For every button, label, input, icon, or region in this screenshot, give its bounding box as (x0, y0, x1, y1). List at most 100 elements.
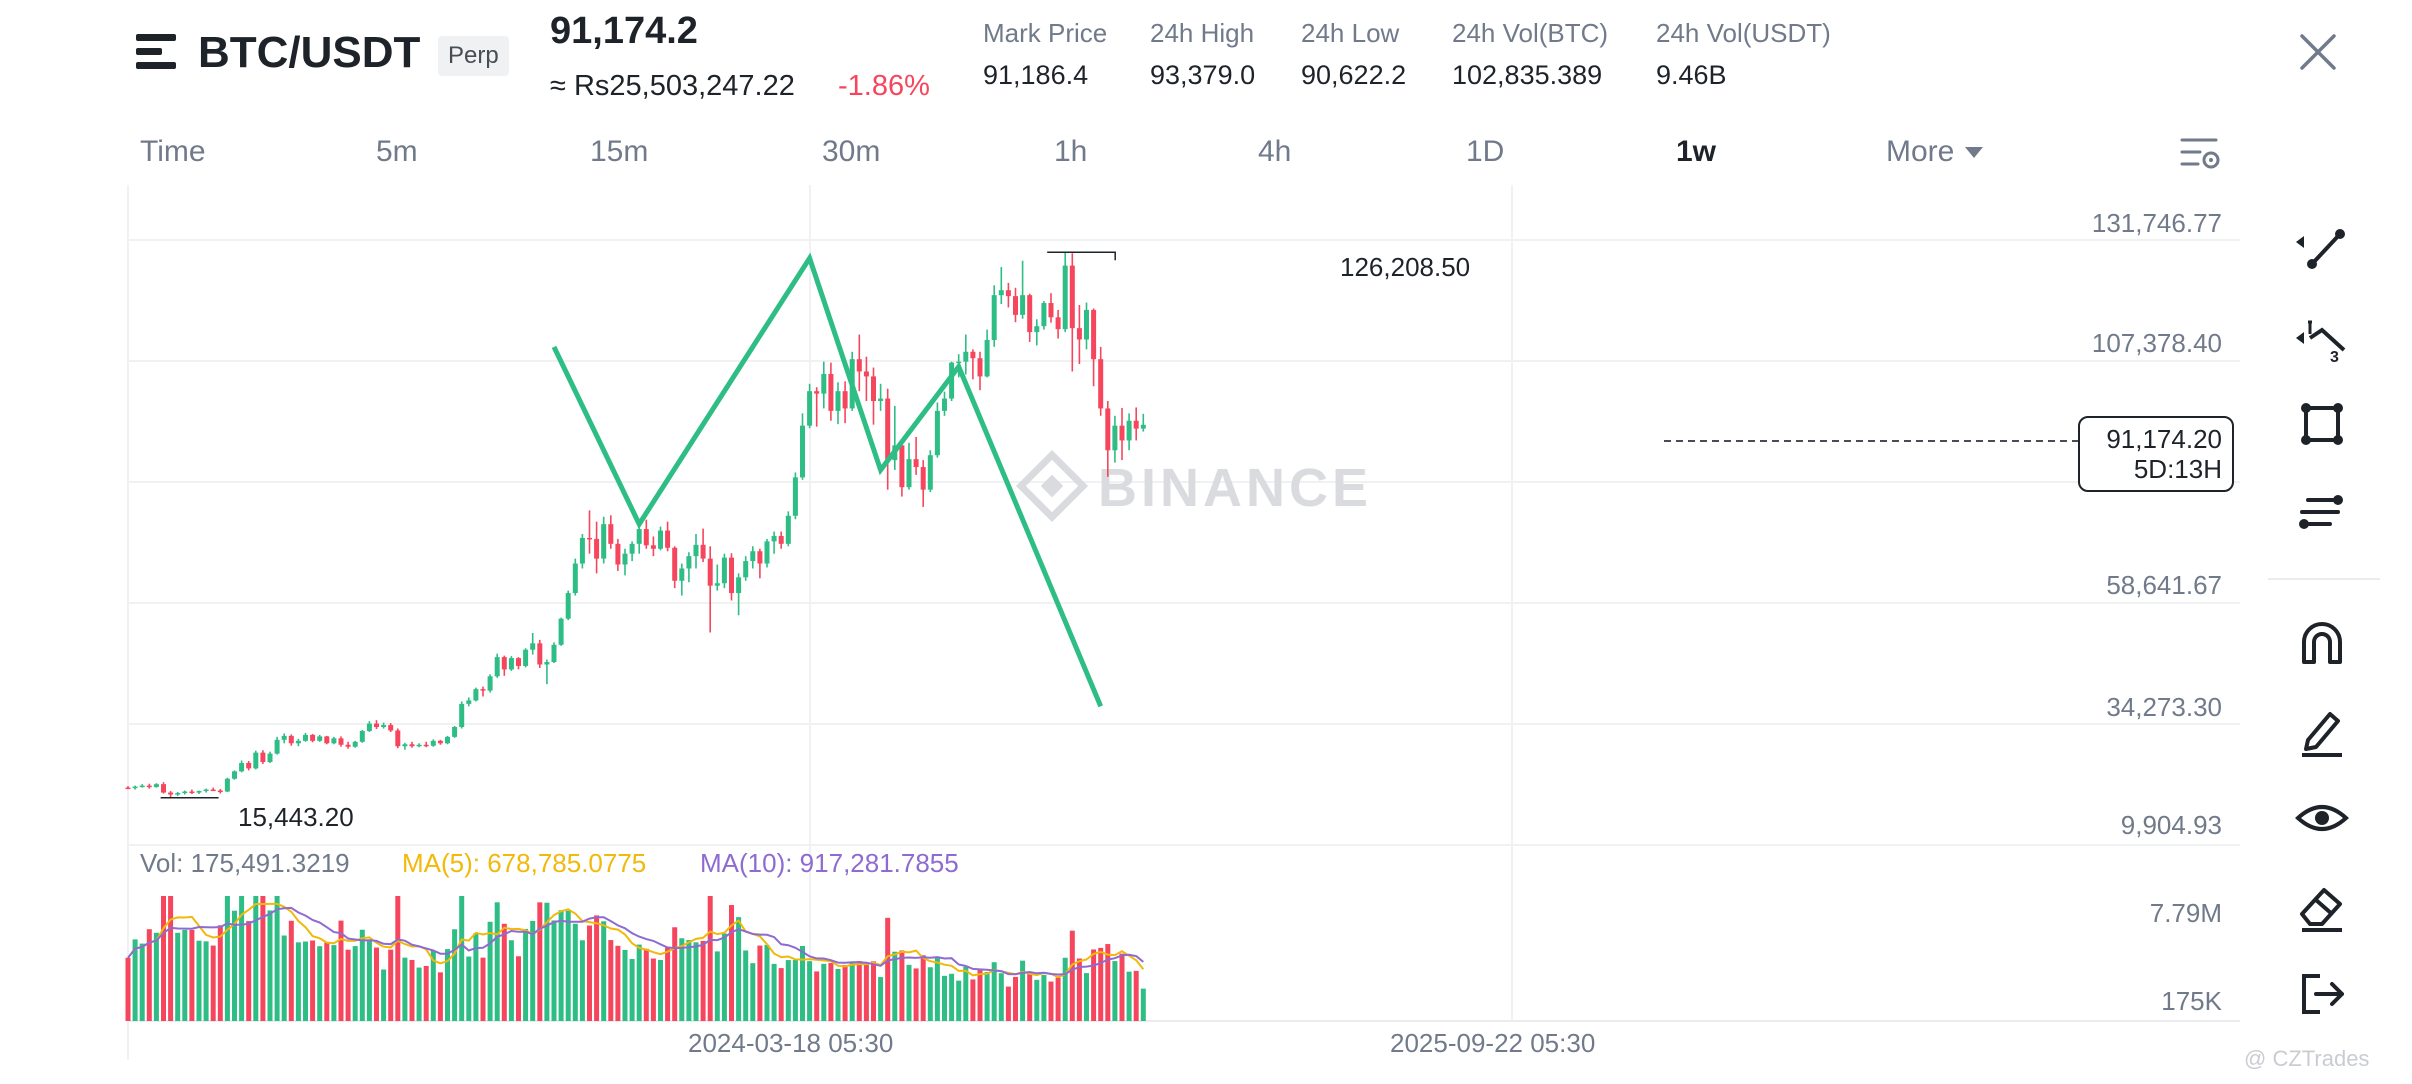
candle-body (927, 455, 933, 490)
candle-body (594, 538, 600, 559)
volume-bar (210, 945, 216, 1021)
volume-bar (246, 921, 252, 1021)
exit-icon[interactable] (2292, 964, 2352, 1024)
volume-legend: Vol: 175,491.3219 (140, 848, 350, 878)
volume-bar (288, 920, 294, 1021)
trend-line-icon[interactable] (2292, 218, 2352, 278)
stat-24h-low-value: 90,622.2 (1301, 60, 1407, 90)
volume-bar (494, 902, 500, 1021)
stat-24h-high-label: 24h High (1150, 18, 1255, 48)
chart-settings-icon[interactable] (2178, 130, 2222, 174)
candle-body (821, 373, 827, 394)
volume-bar (849, 962, 855, 1021)
candle-body (1105, 408, 1111, 451)
candle-body (1076, 328, 1082, 340)
candle-body (878, 398, 884, 402)
tab-30m[interactable]: 30m (822, 135, 881, 168)
tab-1d[interactable]: 1D (1466, 135, 1505, 168)
indicator-list-icon[interactable] (2292, 482, 2352, 542)
candle-body (771, 535, 777, 542)
candle-body (1041, 303, 1047, 327)
candle-body (494, 657, 500, 677)
tab-4h[interactable]: 4h (1258, 135, 1292, 168)
volume-bar (963, 966, 969, 1021)
candle-body (977, 358, 983, 377)
candle-body (906, 459, 912, 488)
volume-bar (1069, 930, 1075, 1021)
candle-body (658, 530, 663, 549)
volume-bar (579, 940, 585, 1021)
stat-24h-high-value: 93,379.0 (1150, 60, 1256, 90)
menu-icon[interactable] (134, 28, 182, 76)
candle-body (487, 676, 493, 691)
tab-15m[interactable]: 15m (590, 135, 649, 168)
volume-bar (487, 921, 493, 1021)
candle-body (1005, 290, 1011, 297)
volume-bar (260, 896, 266, 1021)
candle-body (565, 593, 571, 619)
volume-bar (274, 896, 280, 1021)
ma10-legend: MA(10): 917,281.7855 (700, 848, 959, 878)
caret-down-icon (1965, 147, 1984, 158)
tab-more[interactable]: More (1886, 135, 1984, 169)
tab-time[interactable]: Time (140, 135, 206, 168)
candle-body (175, 793, 181, 795)
volume-bar (1133, 970, 1139, 1021)
candle-body (807, 391, 813, 426)
candle-body (721, 557, 727, 584)
fib-icon[interactable]: 3 (2292, 306, 2352, 366)
volume-bar (594, 915, 600, 1021)
candle-body (125, 787, 131, 790)
candle-body (388, 725, 394, 731)
tab-1h[interactable]: 1h (1054, 135, 1088, 168)
volume-bar (764, 944, 770, 1021)
symbol-title[interactable]: BTC/USDT (198, 28, 421, 77)
approx-price: ≈ Rs25,503,247.22 (550, 70, 795, 102)
volume-bar (871, 961, 876, 1021)
volume-bar (906, 964, 912, 1021)
candle-body (885, 398, 891, 461)
candle-body (1133, 420, 1139, 429)
candle-body (1112, 425, 1118, 451)
volume-bar (572, 923, 578, 1021)
volume-bar (324, 942, 330, 1021)
volume-bar (984, 972, 990, 1021)
volume-bar (608, 940, 614, 1021)
volume-bar (757, 945, 763, 1021)
candle-body (303, 734, 308, 741)
candle-body (579, 537, 585, 564)
volume-bar (1005, 986, 1011, 1021)
volume-bar (445, 949, 450, 1021)
time-axis-label: 2024-03-18 05:30 (688, 1028, 894, 1058)
stat-mark-price-value: 91,186.4 (983, 60, 1089, 90)
tab-1w[interactable]: 1w (1676, 135, 1717, 168)
candle-body (1140, 424, 1146, 429)
rectangle-icon[interactable] (2292, 394, 2352, 454)
volume-bar (636, 944, 642, 1021)
volume-bar (310, 940, 316, 1021)
candle-body (416, 744, 422, 747)
candle-body (182, 791, 188, 794)
volume-bar (885, 917, 891, 1021)
watermark: BINANCE (1015, 449, 1368, 523)
tab-5m[interactable]: 5m (376, 135, 418, 168)
candle-body (189, 791, 195, 794)
volume-bar (693, 942, 699, 1021)
volume-bar (956, 980, 962, 1021)
candle-body (281, 735, 287, 740)
candle-body (835, 391, 841, 411)
volume-bar (672, 927, 678, 1021)
magnet-icon[interactable] (2292, 612, 2352, 672)
eye-icon[interactable] (2292, 788, 2352, 848)
volume-bar (516, 956, 521, 1021)
volume-bar (721, 933, 727, 1021)
candle-body (274, 739, 280, 754)
stat-24h-vol-usdt-label: 24h Vol(USDT) (1656, 18, 1831, 48)
pencil-icon[interactable] (2292, 700, 2352, 760)
volume-bar (374, 947, 379, 1021)
volume-bar (1055, 977, 1061, 1021)
eraser-icon[interactable] (2292, 876, 2352, 936)
candle-body (551, 644, 557, 663)
close-icon[interactable] (2296, 30, 2340, 74)
